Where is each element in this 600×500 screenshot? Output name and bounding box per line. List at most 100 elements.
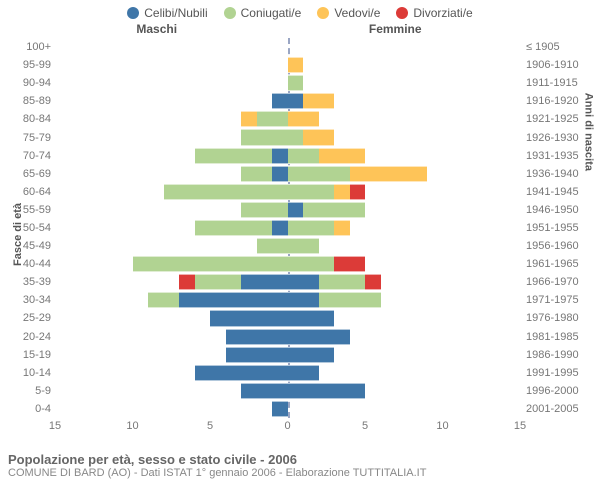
birth-label: 1971-1975 — [526, 294, 596, 306]
table-row: 10-141991-1995 — [0, 364, 600, 382]
birth-label: 1926-1930 — [526, 132, 596, 144]
age-label: 20-24 — [1, 331, 51, 343]
bar-seg — [288, 238, 319, 254]
age-label: 85-89 — [1, 95, 51, 107]
x-tick: 15 — [49, 420, 61, 432]
bar-seg — [288, 148, 319, 164]
female-bar — [288, 347, 521, 363]
male-bar — [55, 75, 288, 91]
age-label: 60-64 — [1, 186, 51, 198]
table-row: 80-84 1921-1925 — [0, 110, 600, 128]
table-row: 95-991906-1910 — [0, 56, 600, 74]
birth-label: 1986-1990 — [526, 349, 596, 361]
table-row: 85-89 1916-1920 — [0, 92, 600, 110]
female-bar — [288, 202, 521, 218]
birth-label: 1916-1920 — [526, 95, 596, 107]
birth-label: 1941-1945 — [526, 186, 596, 198]
bar-seg — [303, 93, 334, 109]
bar-seg — [195, 274, 242, 290]
birth-label: 1951-1955 — [526, 222, 596, 234]
male-bar — [55, 93, 288, 109]
age-label: 35-39 — [1, 276, 51, 288]
table-row: 90-94 1911-1915 — [0, 74, 600, 92]
bar-seg — [288, 292, 319, 308]
bar-seg — [334, 220, 350, 236]
bar-seg — [288, 220, 335, 236]
bar-seg — [288, 111, 319, 127]
birth-label: 1921-1925 — [526, 113, 596, 125]
table-row: 70-741931-1935 — [0, 147, 600, 165]
age-label: 45-49 — [1, 240, 51, 252]
age-label: 5-9 — [1, 385, 51, 397]
bar-seg — [179, 274, 195, 290]
bar-seg — [257, 111, 288, 127]
bar-seg — [288, 383, 366, 399]
female-bar — [288, 93, 521, 109]
female-bar — [288, 57, 521, 73]
bar-seg — [319, 274, 366, 290]
age-label: 80-84 — [1, 113, 51, 125]
female-bar — [288, 329, 521, 345]
female-bar — [288, 238, 521, 254]
birth-label: 1966-1970 — [526, 276, 596, 288]
age-label: 90-94 — [1, 77, 51, 89]
chart-subtitle: COMUNE DI BARD (AO) - Dati ISTAT 1° genn… — [8, 467, 592, 479]
x-tick: 10 — [126, 420, 138, 432]
legend-swatch — [396, 7, 408, 19]
x-tick: 15 — [514, 420, 526, 432]
bar-seg — [288, 57, 304, 73]
bar-seg — [195, 365, 288, 381]
age-label: 55-59 — [1, 204, 51, 216]
bar-seg — [288, 166, 350, 182]
bar-seg — [288, 347, 335, 363]
birth-label: 1961-1965 — [526, 258, 596, 270]
bar-seg — [241, 274, 288, 290]
birth-label: 1911-1915 — [526, 77, 596, 89]
bar-seg — [288, 184, 335, 200]
bar-seg — [241, 202, 288, 218]
bar-seg — [303, 129, 334, 145]
female-bar — [288, 220, 521, 236]
table-row: 75-791926-1930 — [0, 128, 600, 146]
x-tick: 5 — [207, 420, 213, 432]
bar-seg — [288, 365, 319, 381]
age-label: 40-44 — [1, 258, 51, 270]
bar-seg — [319, 292, 381, 308]
legend-label: Divorziati/e — [413, 6, 472, 20]
male-bar — [55, 347, 288, 363]
birth-label: 1946-1950 — [526, 204, 596, 216]
header-males: Maschi — [136, 22, 177, 36]
female-bar — [288, 256, 521, 272]
chart-stage: Maschi Femmine Fasce di età Anni di nasc… — [0, 20, 600, 450]
male-bar — [55, 383, 288, 399]
bar-seg — [226, 329, 288, 345]
bar-seg — [288, 202, 304, 218]
bar-seg — [288, 93, 304, 109]
age-label: 15-19 — [1, 349, 51, 361]
birth-label: 1931-1935 — [526, 150, 596, 162]
bar-seg — [272, 401, 288, 417]
bar-seg — [272, 93, 288, 109]
table-row: 55-59 1946-1950 — [0, 201, 600, 219]
bar-seg — [288, 75, 304, 91]
birth-label: 1976-1980 — [526, 312, 596, 324]
birth-label: 1936-1940 — [526, 168, 596, 180]
bar-seg — [195, 220, 273, 236]
bar-seg — [257, 238, 288, 254]
birth-label: ≤ 1905 — [526, 41, 596, 53]
male-bar — [55, 202, 288, 218]
bar-seg — [288, 129, 304, 145]
bar-seg — [334, 184, 350, 200]
age-label: 10-14 — [1, 367, 51, 379]
legend-item: Divorziati/e — [396, 6, 472, 20]
table-row: 15-19 1986-1990 — [0, 346, 600, 364]
table-row: 35-39 1966-1970 — [0, 273, 600, 291]
bar-seg — [288, 274, 319, 290]
bar-seg — [288, 329, 350, 345]
legend-swatch — [224, 7, 236, 19]
legend-label: Vedovi/e — [334, 6, 380, 20]
bar-seg — [272, 148, 288, 164]
female-bar — [288, 166, 521, 182]
age-label: 30-34 — [1, 294, 51, 306]
legend-item: Vedovi/e — [317, 6, 380, 20]
